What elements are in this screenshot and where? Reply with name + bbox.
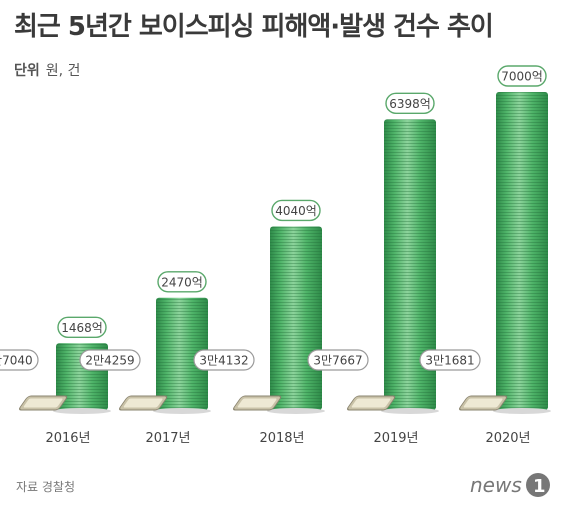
count-label-5: 3만1681: [425, 354, 474, 368]
bar-shadow-1: [53, 408, 111, 414]
amount-label-4: 6398억: [389, 97, 431, 111]
unit-value: 원, 건: [45, 63, 81, 79]
bar-shadow-3: [267, 408, 325, 414]
news1-logo-wordmark: news: [470, 473, 522, 497]
amount-pill-5: [497, 65, 547, 87]
amount-label-3: 4040억: [275, 204, 317, 218]
x-tick-label-2: 2017년: [145, 431, 190, 446]
bar-shadow-2: [153, 408, 211, 414]
unit-label: 단위: [14, 63, 40, 79]
news1-logo-circle: [526, 473, 550, 497]
phone-icon-5: [459, 395, 508, 411]
phone-icon-4: [347, 395, 396, 411]
count-label-2: 2만4259: [85, 354, 134, 368]
chart-title: 최근 5년간 보이스피싱 피해액·발생 건수 추이: [14, 12, 494, 42]
phone-screen-5: [463, 398, 503, 408]
x-tick-label-3: 2018년: [259, 431, 304, 446]
phone-icon-1: [19, 395, 68, 411]
count-label-3: 3만4132: [199, 354, 248, 368]
bar-group-1: 1468억 1만7040 2016년: [0, 316, 111, 446]
bar-stack-texture-4: [384, 119, 436, 411]
bar-stack-texture-3: [270, 226, 322, 410]
count-pill-3: [193, 349, 255, 371]
amount-label-5: 7000억: [501, 70, 543, 84]
phone-screen-2: [123, 398, 163, 408]
x-tick-label-5: 2020년: [485, 431, 530, 446]
bar-stack-texture-2: [156, 297, 208, 410]
x-tick-label-1: 2016년: [45, 431, 90, 446]
phone-screen-4: [351, 398, 391, 408]
unit-note: 단위 원, 건: [14, 60, 80, 80]
bar-shadow-5: [493, 408, 551, 414]
bar-shadow-4: [381, 408, 439, 414]
bar-group-5: 7000억 3만1681 2020년: [419, 65, 551, 446]
x-tick-label-4: 2019년: [373, 431, 418, 446]
count-pill-2: [79, 349, 141, 371]
count-label-1: 1만7040: [0, 354, 33, 368]
amount-pill-3: [271, 199, 321, 222]
amount-label-1: 1468억: [61, 321, 103, 335]
bar-group-2: 2470억 2만4259 2017년: [79, 271, 211, 446]
news1-logo-numeral: 1: [533, 476, 546, 497]
phone-screen-3: [237, 398, 277, 408]
amount-pill-1: [57, 316, 107, 339]
count-label-4: 3만7667: [313, 354, 362, 368]
count-pill-4: [307, 349, 369, 371]
bar-stack-texture-5: [496, 92, 548, 410]
phone-icon-3: [233, 395, 282, 411]
bar-group-3: 4040억 3만4132 2018년: [193, 199, 325, 446]
news1-logo: news 1: [470, 473, 550, 497]
amount-pill-4: [385, 92, 435, 115]
phone-screen-1: [23, 398, 63, 408]
phone-icon-2: [119, 395, 168, 411]
bar-group-4: 6398억 3만7667 2019년: [307, 92, 439, 446]
amount-label-2: 2470억: [161, 275, 203, 289]
count-pill-5: [419, 349, 481, 371]
count-pill-1: [0, 349, 39, 371]
source-note: 자료 경찰청: [16, 480, 76, 494]
amount-pill-2: [157, 271, 207, 293]
